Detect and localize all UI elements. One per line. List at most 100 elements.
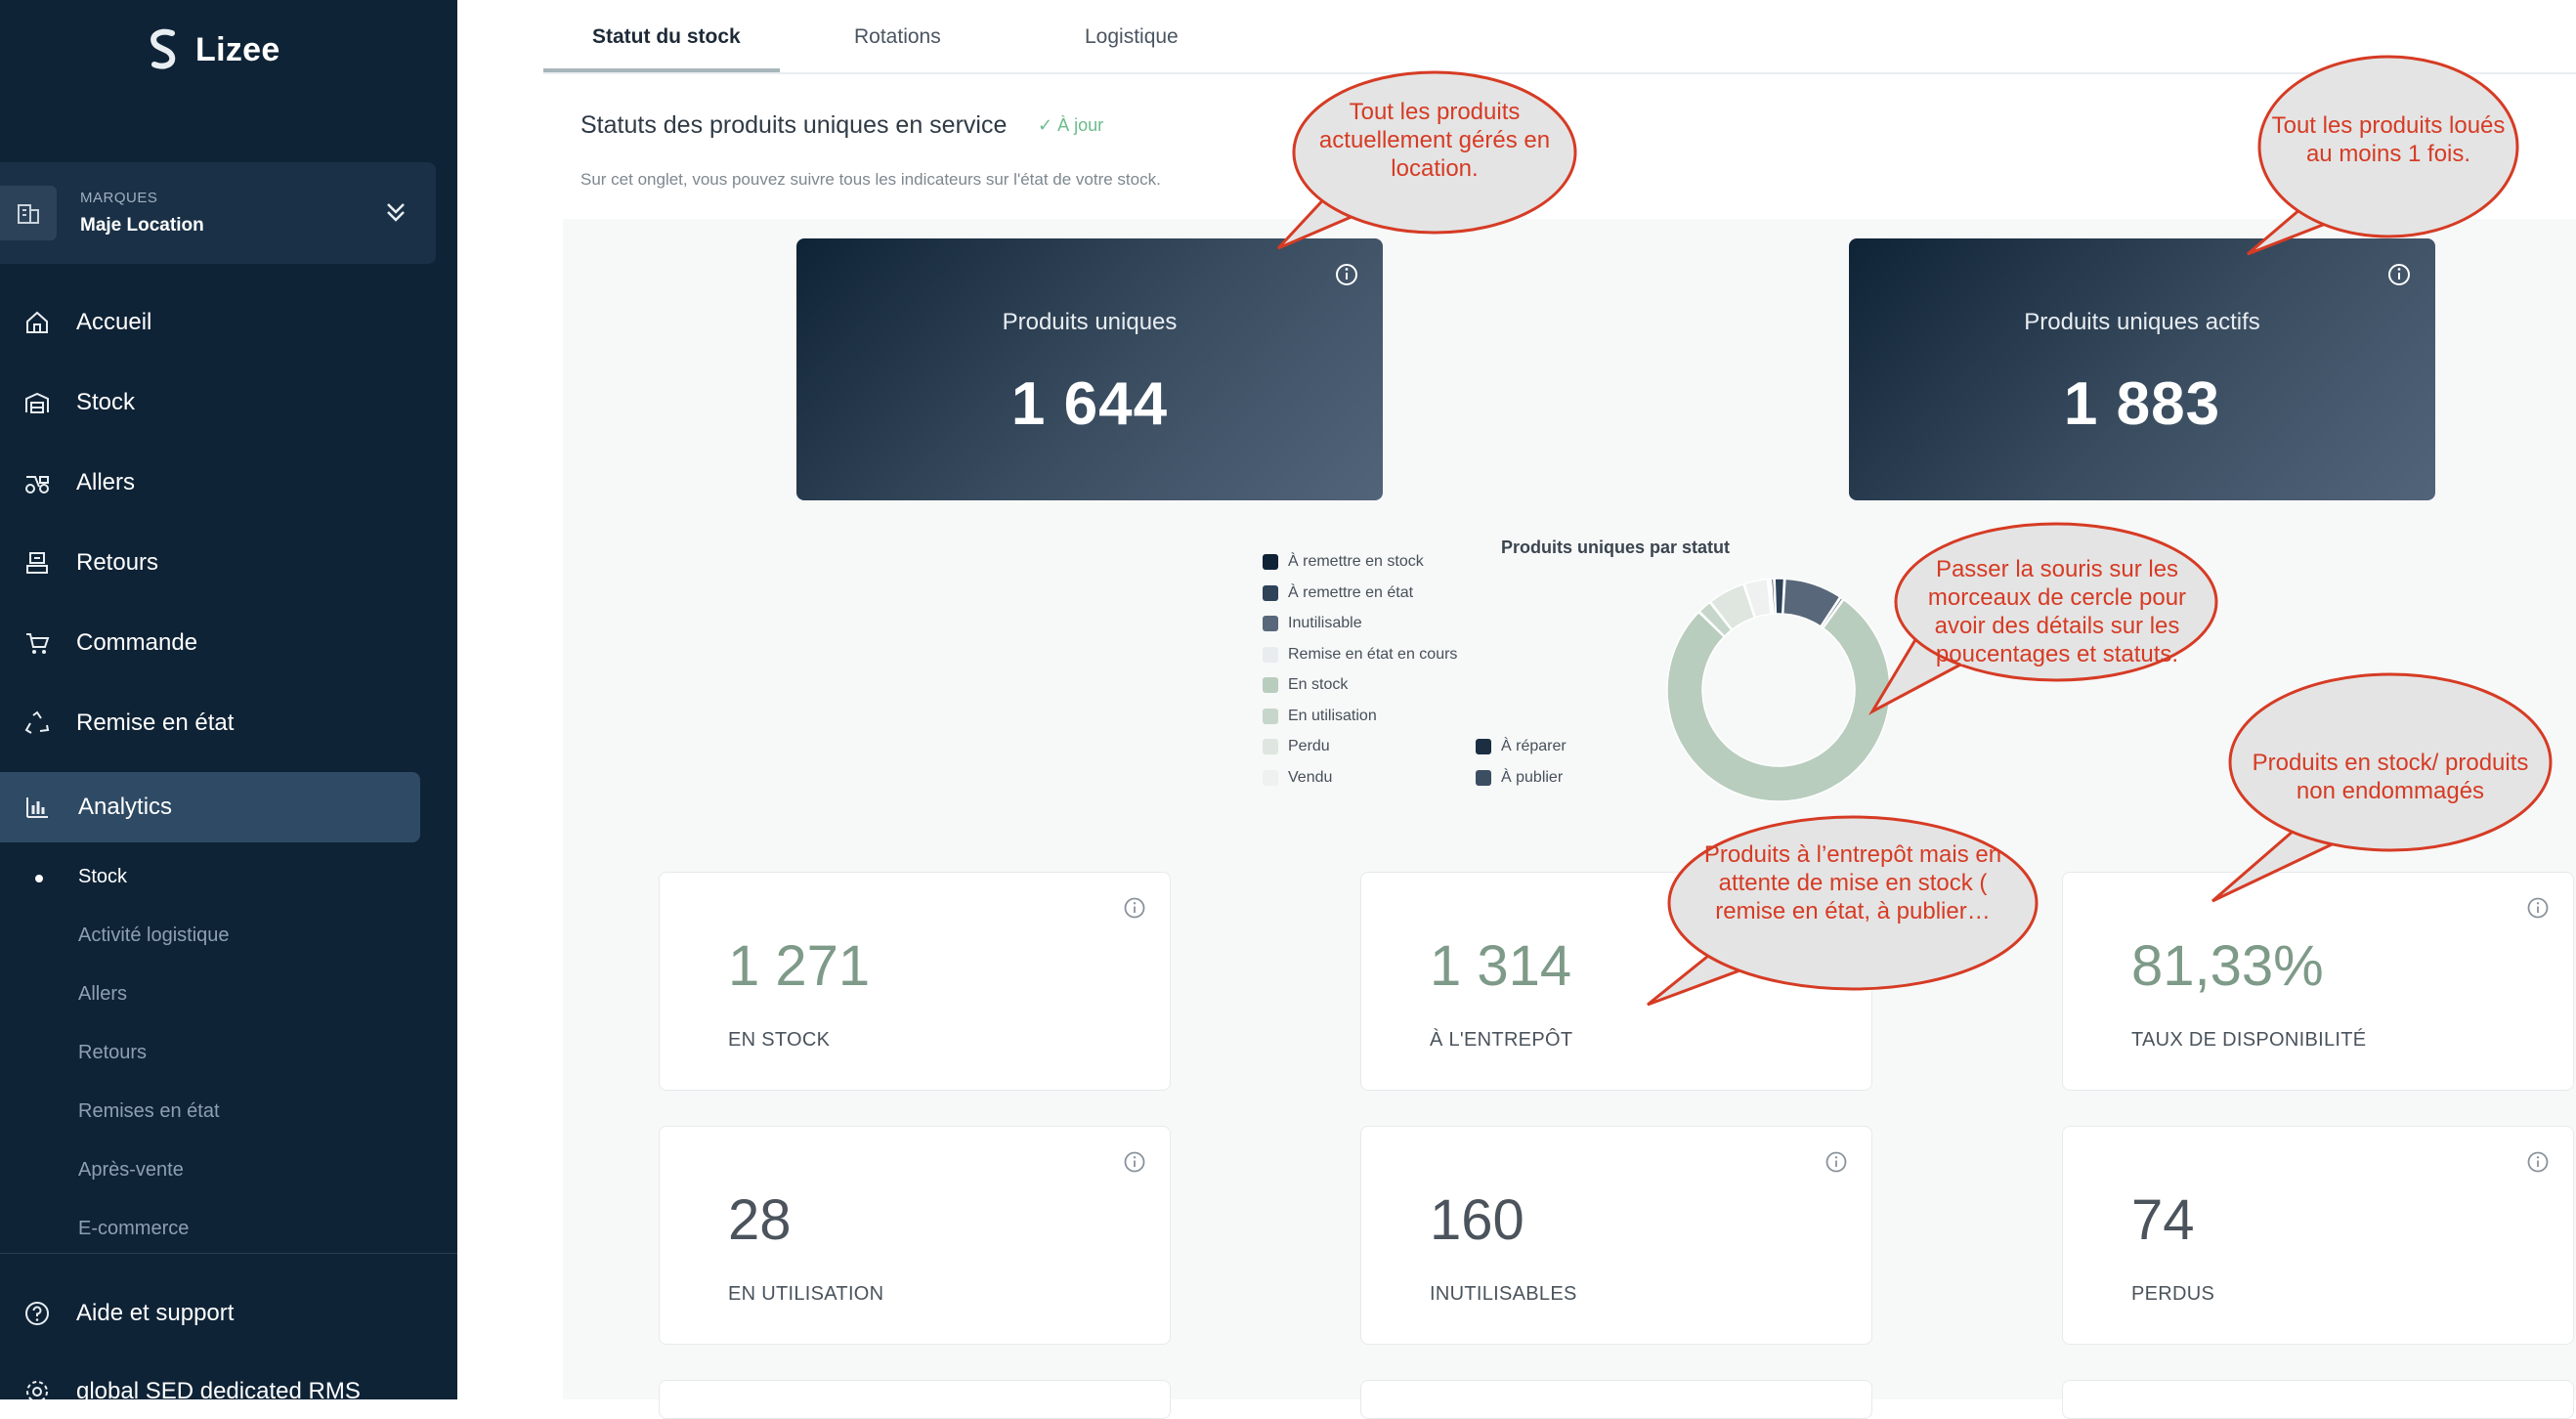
donut-slice[interactable] [1698, 601, 1733, 638]
nav-label: Analytics [78, 794, 173, 820]
kpi-produits-uniques: Produits uniques 1 644 [796, 238, 1383, 500]
donut-slice[interactable] [1774, 578, 1785, 615]
legend-swatch [1263, 584, 1278, 601]
subnav-retours[interactable]: Retours [78, 1042, 148, 1063]
donut-slice[interactable] [1767, 578, 1774, 616]
app-logo[interactable]: Lizee [143, 27, 280, 72]
callout-text: Tout les produits actuellement gérés en … [1318, 99, 1551, 182]
subnav-allers[interactable]: Allers [78, 983, 128, 1005]
legend-label: Vendu [1288, 768, 1333, 786]
donut-chart[interactable] [1661, 573, 1896, 807]
donut-slice[interactable] [1782, 578, 1841, 627]
bar-chart-icon [26, 797, 48, 818]
subnav-stock[interactable]: Stock [78, 866, 128, 887]
card-partial [1360, 1380, 1872, 1419]
tab-bar: Statut du stock Rotations Logistique [543, 0, 2576, 74]
donut-slice[interactable] [1770, 578, 1777, 615]
callout-bubble [2247, 55, 2519, 256]
card-en-stock: 1 271 EN STOCK [659, 872, 1171, 1091]
info-icon[interactable] [2526, 896, 2550, 920]
active-tab-indicator [543, 68, 780, 72]
kpi-title: Produits uniques [1002, 309, 1178, 335]
legend-item[interactable]: Perdu [1263, 738, 1330, 755]
legend-item[interactable]: Inutilisable [1263, 615, 1362, 632]
legend-swatch [1263, 616, 1278, 631]
brand-caption: MARQUES [80, 190, 158, 206]
nav-item-accueil[interactable]: Accueil [0, 287, 420, 358]
legend-swatch [1263, 554, 1278, 570]
sidebar-divider [0, 1253, 457, 1254]
card-label: EN STOCK [728, 1029, 831, 1051]
kpi-value: 1 644 [1010, 370, 1169, 438]
kpi-produits-uniques-actifs: Produits uniques actifs 1 883 [1849, 238, 2435, 500]
nav-item-allers[interactable]: Allers [0, 448, 420, 518]
card-taux-de-disponibilite: 81,33% TAUX DE DISPONIBILITÉ [2062, 872, 2574, 1091]
cart-icon [26, 633, 50, 654]
donut-slice[interactable] [1666, 598, 1891, 802]
subnav-remises-en-etat[interactable]: Remises en état [78, 1100, 220, 1122]
info-icon[interactable] [1123, 1150, 1146, 1174]
card-label: INUTILISABLES [1430, 1283, 1577, 1305]
card-value: 1 271 [728, 934, 871, 998]
legend-item[interactable]: À remettre en stock [1263, 553, 1424, 571]
warehouse-icon [25, 392, 49, 413]
lizee-logo-icon [150, 28, 176, 69]
nav-item-stock[interactable]: Stock [0, 367, 420, 438]
info-icon[interactable] [1123, 896, 1146, 920]
legend-swatch [1263, 739, 1278, 754]
subnav-activite-logistique[interactable]: Activité logistique [78, 924, 230, 946]
legend-item[interactable]: À remettre en état [1263, 584, 1413, 602]
legend-item[interactable]: Vendu [1263, 769, 1332, 787]
section-description: Sur cet onglet, vous pouvez suivre tous … [580, 170, 1161, 189]
chevron-double-down-icon[interactable] [381, 197, 410, 227]
card-label: À L'ENTREPÔT [1430, 1029, 1573, 1051]
info-icon[interactable] [2386, 262, 2412, 287]
help-icon [25, 1302, 49, 1325]
subnav-e-commerce[interactable]: E-commerce [78, 1218, 190, 1239]
legend-swatch [1476, 739, 1491, 754]
legend-item[interactable]: À publier [1476, 769, 1563, 787]
card-inutilisables: 160 INUTILISABLES [1360, 1126, 1872, 1345]
tab-rotations[interactable]: Rotations [854, 25, 941, 48]
tab-logistique[interactable]: Logistique [1085, 25, 1179, 48]
legend-item[interactable]: À réparer [1476, 738, 1567, 755]
legend-swatch [1263, 769, 1278, 786]
nav-label: Accueil [76, 309, 152, 335]
callout-text: Produits à l’entrepôt mais en attente de… [1703, 841, 2002, 924]
card-value: 28 [728, 1188, 792, 1252]
delivery-icon [25, 476, 49, 494]
legend-item[interactable]: Remise en état en cours [1263, 646, 1457, 664]
donut-slice[interactable] [1743, 578, 1772, 619]
legend-label: À publier [1501, 768, 1564, 786]
nav-item-settings[interactable]: global SED dedicated RMS [0, 1356, 420, 1399]
nav-label: Allers [76, 469, 136, 495]
nav-item-remise-en-etat[interactable]: Remise en état [0, 688, 420, 758]
info-icon[interactable] [1334, 262, 1359, 287]
subnav-apres-vente[interactable]: Après-vente [78, 1159, 184, 1181]
legend-label: En stock [1288, 676, 1349, 693]
info-icon[interactable] [2526, 1150, 2550, 1174]
nav-item-retours[interactable]: Retours [0, 528, 420, 598]
legend-item[interactable]: En stock [1263, 676, 1348, 694]
card-label: TAUX DE DISPONIBILITÉ [2131, 1029, 2367, 1051]
home-icon [26, 311, 48, 333]
callout-bubble [1276, 70, 1577, 250]
nav-label: Aide et support [76, 1300, 235, 1326]
info-icon[interactable] [1825, 1150, 1848, 1174]
section-title: Statuts des produits uniques en service [580, 111, 1008, 139]
nav-label: Stock [76, 389, 136, 415]
logo-text: Lizee [195, 30, 280, 68]
brand-selector[interactable]: MARQUES Maje Location [0, 162, 436, 264]
card-value: 1 314 [1430, 934, 1572, 998]
legend-swatch [1263, 708, 1278, 724]
nav-item-commande[interactable]: Commande [0, 608, 420, 678]
card-en-utilisation: 28 EN UTILISATION [659, 1126, 1171, 1345]
nav-item-analytics[interactable]: Analytics [0, 772, 420, 842]
legend-item[interactable]: En utilisation [1263, 708, 1377, 725]
recycle-icon [24, 710, 50, 734]
donut-slice[interactable] [1820, 596, 1844, 629]
donut-slice[interactable] [1709, 582, 1756, 631]
nav-item-aide[interactable]: Aide et support [0, 1278, 420, 1349]
tab-statut-du-stock[interactable]: Statut du stock [592, 25, 741, 48]
nav-label: Retours [76, 549, 159, 576]
